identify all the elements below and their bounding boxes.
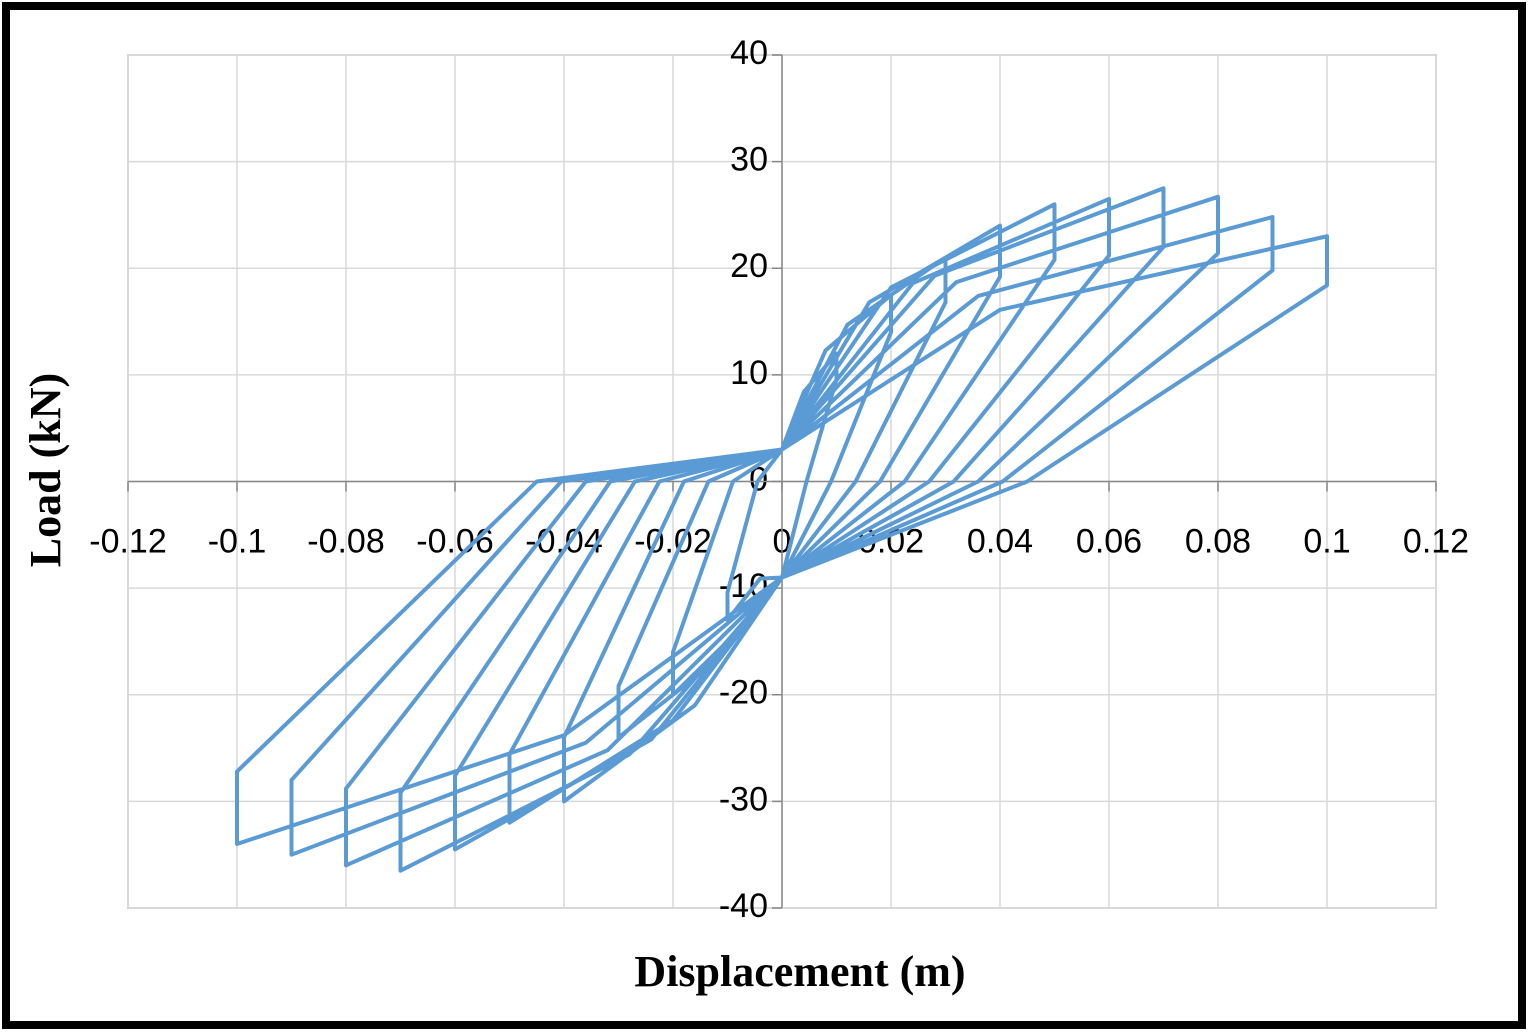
x-axis-title: Displacement (m) [634,947,965,996]
x-tick-label: -0.12 [89,522,167,560]
x-tick-label: -0.08 [307,522,385,560]
x-tick-label: -0.02 [634,522,712,560]
x-tick-label: -0.1 [208,522,267,560]
y-tick-label: 10 [730,354,768,392]
y-axis-title: Load (kN) [21,373,70,567]
hysteresis-curve [235,186,1329,873]
x-tick-label: 0.08 [1185,522,1251,560]
y-tick-label: -30 [719,780,768,818]
x-tick-label: -0.06 [416,522,494,560]
y-tick-label: -40 [719,887,768,925]
x-tick-label: 0.1 [1303,522,1350,560]
y-tick-label: 40 [730,34,768,72]
y-tick-label: 20 [730,247,768,285]
y-tick-label: 30 [730,141,768,179]
x-tick-label: 0.12 [1403,522,1469,560]
x-tick-label: 0.04 [967,522,1033,560]
y-tick-label: -20 [719,674,768,712]
x-tick-label: 0.06 [1076,522,1142,560]
